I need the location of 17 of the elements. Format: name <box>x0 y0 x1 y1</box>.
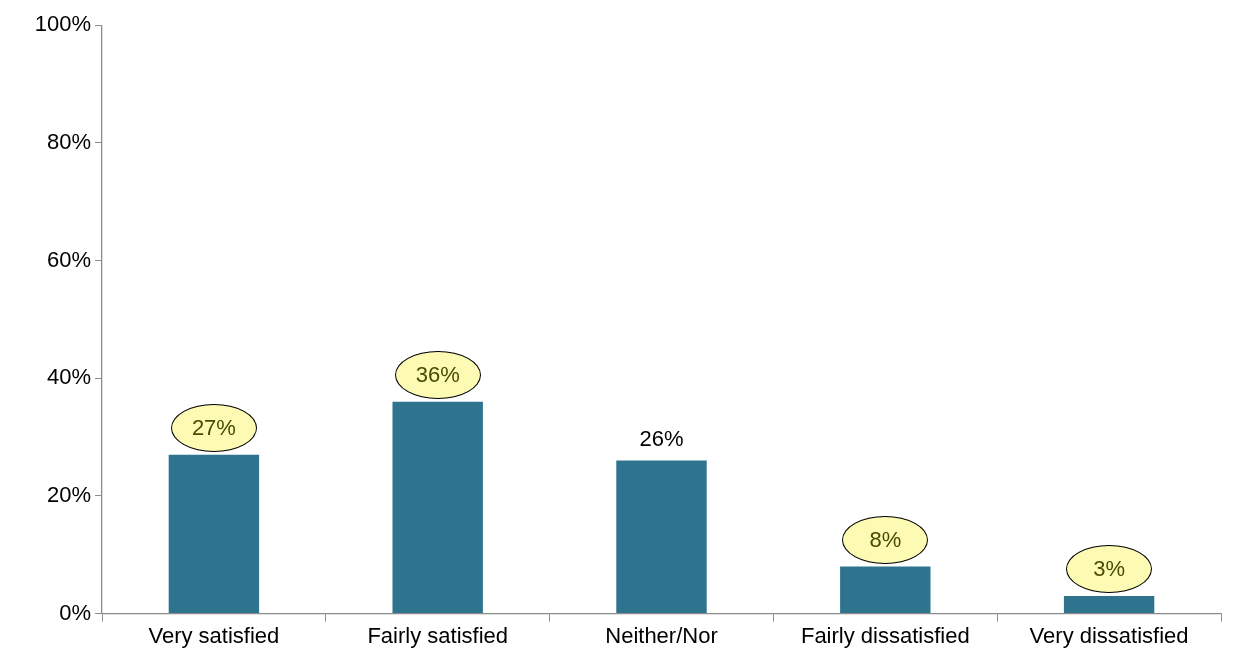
annotation: 36% <box>415 361 460 387</box>
bar <box>616 460 707 614</box>
data-label: 26% <box>639 425 684 451</box>
annotation: 8% <box>869 526 902 552</box>
y-tick-label: 40% <box>46 364 91 390</box>
annotation: 3% <box>1093 556 1125 582</box>
x-tick-label: Neither/Nor <box>605 622 718 648</box>
annotation: 27% <box>191 414 236 440</box>
x-tick-label: Fairly satisfied <box>367 622 508 648</box>
x-tick-label: Fairly dissatisfied <box>800 622 970 648</box>
y-tick-label: 80% <box>46 128 91 154</box>
x-tick-label: Very dissatisfied <box>1029 622 1189 648</box>
x-tick-label: Very satisfied <box>148 622 280 648</box>
y-tick-label: 20% <box>46 481 91 507</box>
y-tick-label: 60% <box>46 246 91 272</box>
y-tick-label: 0% <box>59 599 91 625</box>
y-tick-label: 100% <box>34 11 91 37</box>
